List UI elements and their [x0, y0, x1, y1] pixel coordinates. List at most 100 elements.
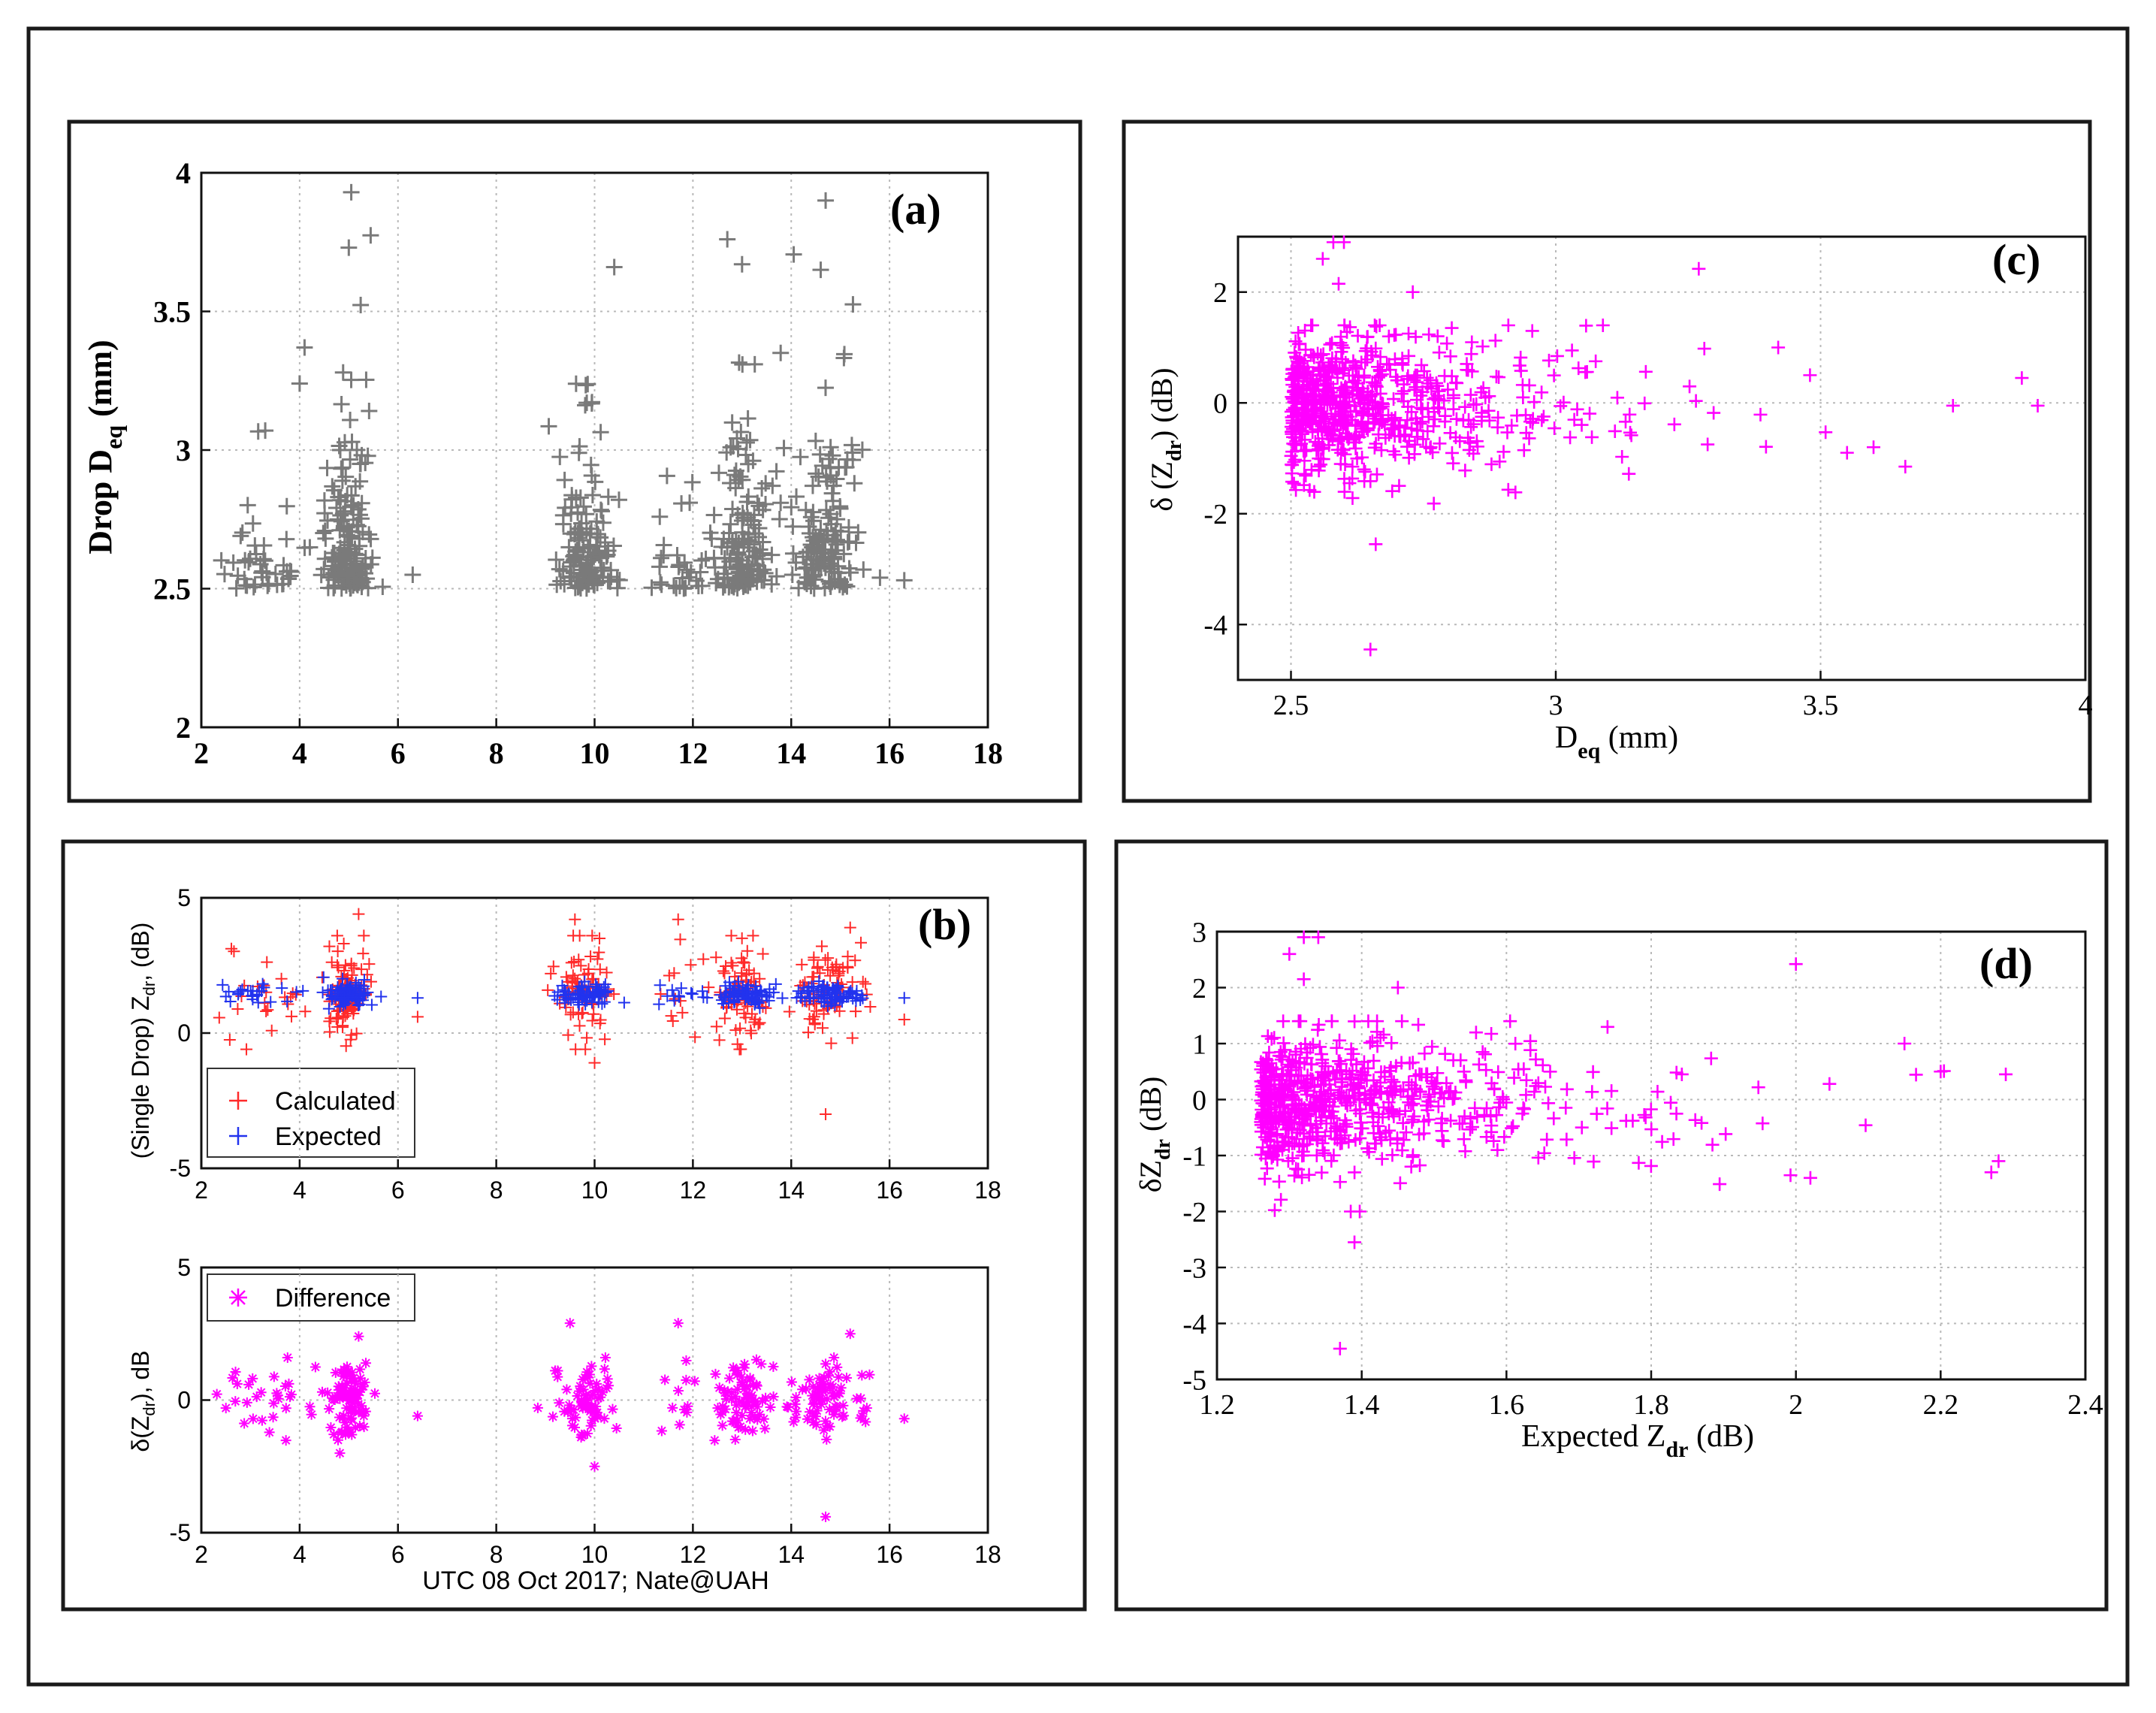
- data-point: [1409, 380, 1423, 394]
- data-point: [761, 990, 774, 1003]
- data-point: [658, 467, 675, 485]
- data-point: [753, 972, 766, 985]
- data-point: [279, 1381, 291, 1392]
- data-point: [267, 565, 284, 582]
- data-point: [824, 1421, 835, 1432]
- data-point: [1368, 1136, 1382, 1150]
- data-point: [282, 1352, 293, 1364]
- data-point: [1254, 1147, 1268, 1162]
- data-point: [846, 1032, 859, 1044]
- data-point: [796, 987, 808, 999]
- data-point: [313, 566, 330, 584]
- data-point: [856, 975, 869, 988]
- data-point: [359, 1377, 370, 1388]
- data-point: [340, 1429, 352, 1440]
- data-point: [1348, 441, 1363, 455]
- data-point: [1560, 1082, 1574, 1096]
- chart-b_bottom-axes: 2 4 6 8 10 12 14 16 18 -5 0 5: [170, 1254, 1001, 1568]
- data-point: [1334, 432, 1348, 446]
- data-point: [736, 1371, 747, 1382]
- chart-a: (a) Drop Deq (mm) 2 4 6 8 10 12 14 16 18 2 2.5 3 3.5…: [82, 156, 1003, 770]
- data-point: [357, 947, 370, 960]
- y-tick-label: -1: [1182, 1140, 1206, 1172]
- data-point: [216, 566, 233, 583]
- data-point: [339, 487, 356, 504]
- data-point: [338, 1364, 349, 1375]
- data-point: [608, 988, 621, 1001]
- data-point: [720, 524, 738, 542]
- data-point: [1297, 1075, 1311, 1089]
- data-point: [1389, 328, 1403, 342]
- y-tick-label: 2: [1213, 277, 1227, 309]
- data-point: [808, 1417, 819, 1428]
- data-point: [1420, 370, 1434, 385]
- chart-c-points: [1284, 235, 2045, 657]
- data-point: [1339, 1116, 1354, 1131]
- x-tick-label: 2: [194, 736, 209, 770]
- data-point: [227, 1373, 238, 1384]
- data-point: [230, 1367, 241, 1378]
- data-point: [1366, 1126, 1381, 1140]
- data-point: [343, 1366, 355, 1377]
- data-point: [566, 1403, 577, 1415]
- data-point: [811, 960, 824, 973]
- data-point: [1406, 1150, 1420, 1164]
- data-point: [726, 985, 739, 998]
- y-tick-label: 4: [176, 156, 191, 190]
- x-tick-label: 14: [776, 736, 806, 770]
- x-tick-label: 10: [581, 1177, 608, 1204]
- data-point: [838, 451, 856, 468]
- data-point: [1333, 1131, 1347, 1145]
- data-point: [750, 497, 768, 515]
- data-point: [1477, 1108, 1491, 1122]
- data-point: [681, 1406, 693, 1418]
- data-point: [1523, 415, 1537, 429]
- data-point: [1318, 1146, 1332, 1160]
- data-point: [1572, 361, 1586, 376]
- data-point: [1311, 422, 1325, 437]
- data-point: [1909, 1068, 1923, 1082]
- data-point: [840, 518, 857, 536]
- data-point: [581, 988, 593, 1001]
- data-point: [1304, 319, 1318, 332]
- data-point: [581, 1428, 593, 1439]
- data-point: [748, 985, 761, 998]
- data-point: [1422, 328, 1436, 342]
- data-point: [784, 518, 802, 535]
- data-point: [588, 1056, 601, 1069]
- data-point: [548, 551, 565, 568]
- x-tick-label: 10: [580, 736, 610, 770]
- data-point: [540, 418, 557, 435]
- data-point: [316, 505, 334, 522]
- data-point: [1465, 335, 1479, 349]
- data-point: [554, 1397, 565, 1409]
- data-point: [340, 1382, 351, 1394]
- data-point: [325, 1422, 337, 1434]
- data-point: [804, 992, 817, 1005]
- data-point: [1415, 358, 1429, 372]
- data-point: [374, 578, 391, 595]
- data-point: [1326, 1065, 1340, 1080]
- data-point: [710, 1020, 723, 1033]
- data-point: [1269, 1108, 1283, 1122]
- data-point: [824, 1366, 835, 1377]
- data-point: [1282, 947, 1297, 961]
- data-point: [290, 986, 303, 998]
- data-point: [1301, 364, 1315, 379]
- data-point: [1366, 1110, 1381, 1124]
- data-point: [1585, 1085, 1599, 1099]
- data-point: [1358, 464, 1372, 479]
- y-tick-label: 2.5: [153, 573, 191, 606]
- data-point: [581, 1032, 593, 1044]
- data-point: [340, 239, 358, 256]
- data-point: [219, 990, 232, 1003]
- data-point: [661, 989, 674, 1002]
- data-point: [898, 1413, 910, 1424]
- data-point: [1324, 1154, 1339, 1168]
- data-point: [763, 546, 781, 563]
- data-point: [1371, 400, 1385, 415]
- chart-d-ylabel: δZdr (dB): [1134, 1077, 1175, 1193]
- data-point: [833, 1371, 844, 1382]
- data-point: [1632, 1156, 1646, 1170]
- data-point: [1644, 1122, 1659, 1137]
